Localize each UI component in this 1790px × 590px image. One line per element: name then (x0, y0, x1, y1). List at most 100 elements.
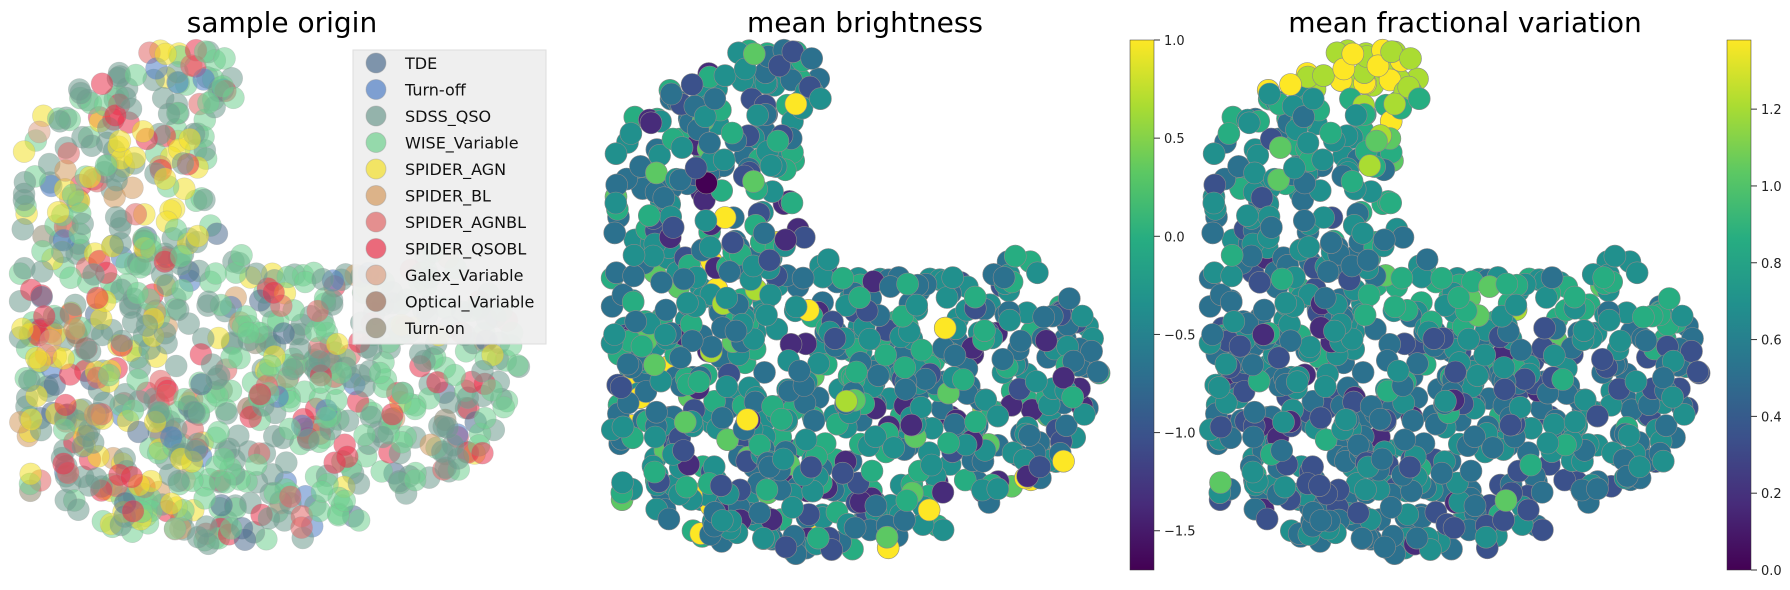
scatter-point (973, 319, 996, 342)
scatter-point (1201, 323, 1224, 346)
scatter-point (896, 272, 919, 296)
scatter-point (1474, 525, 1498, 549)
scatter-point (333, 489, 357, 513)
scatter-point (1308, 474, 1331, 497)
scatter-point (709, 474, 733, 497)
scatter-point (167, 469, 190, 493)
scatter-point (104, 104, 127, 127)
scatter-point (11, 218, 35, 241)
scatter-point (24, 346, 48, 370)
scatter-point (1442, 516, 1466, 540)
scatter-point (297, 428, 320, 452)
scatter-point (1657, 287, 1681, 310)
scatter-point (637, 204, 661, 227)
scatter-point (121, 399, 145, 422)
scatter-point (641, 244, 665, 268)
scatter-point (1270, 439, 1293, 462)
scatter-point (50, 240, 74, 264)
scatter-point (963, 285, 987, 309)
scatter-point (1061, 385, 1084, 409)
scatter-point (933, 316, 957, 340)
scatter-point (1603, 244, 1627, 268)
scatter-point (1379, 496, 1403, 519)
scatter-point (52, 347, 75, 370)
scatter-point (848, 286, 872, 309)
scatter-point (78, 340, 102, 363)
colorbar-gradient (1726, 39, 1752, 571)
scatter-point (774, 228, 797, 252)
scatter-point (1347, 501, 1370, 525)
scatter-point (893, 508, 916, 532)
scatter-point (222, 86, 245, 110)
scatter-point (931, 518, 955, 542)
scatter-point (80, 134, 103, 157)
scatter-point (698, 235, 722, 259)
scatter-point (1430, 461, 1453, 485)
scatter-point (262, 281, 285, 305)
scatter-point (1654, 414, 1678, 437)
scatter-point (153, 167, 177, 191)
scatter-point (193, 188, 216, 212)
scatter-point (864, 494, 888, 518)
scatter-point (718, 260, 741, 284)
scatter-point (1252, 298, 1276, 322)
scatter-point (245, 262, 268, 286)
scatter-point (248, 382, 272, 406)
scatter-point (281, 357, 305, 381)
scatter-point (657, 507, 681, 531)
scatter-point (802, 409, 826, 433)
legend-entry: SPIDER_QSOBL (405, 240, 526, 260)
scatter-point (672, 267, 696, 291)
scatter-point (310, 480, 334, 503)
scatter-point (622, 264, 645, 288)
scatter-point (784, 92, 808, 116)
scatter-point (1652, 449, 1675, 473)
scatter-point (1373, 228, 1396, 252)
scatter-point (943, 344, 967, 367)
scatter-point (998, 308, 1022, 332)
scatter-point (710, 509, 734, 532)
scatter-point (1243, 400, 1266, 424)
scatter-point (1217, 122, 1241, 145)
scatter-point (63, 293, 87, 317)
scatter-point (1286, 370, 1309, 394)
scatter-point (171, 152, 195, 175)
scatter-point (676, 291, 699, 315)
scatter-point (1351, 361, 1375, 384)
scatter-point (1071, 304, 1094, 328)
scatter-point (1309, 509, 1333, 532)
scatter-point (200, 353, 224, 376)
scatter-point (1686, 360, 1709, 384)
scatter-point (446, 447, 470, 470)
scatter-point (713, 206, 737, 229)
scatter-point (823, 327, 847, 350)
scatter-point (794, 428, 818, 452)
scatter-point (1319, 121, 1342, 145)
scatter-point (1237, 111, 1261, 135)
scatter-point (1220, 244, 1244, 267)
scatter-point (1680, 339, 1703, 363)
scatter-point (1383, 92, 1406, 116)
scatter-point (1201, 221, 1224, 245)
scatter-point (643, 425, 667, 449)
scatter-point (1652, 366, 1675, 390)
scatter-point (1662, 349, 1685, 373)
scatter-point (19, 408, 43, 431)
colorbar-mean-fractional-variation: 1.2 1.0 0.8 0.6 0.4 0.2 0.0 (1726, 39, 1782, 579)
scatter-point (654, 298, 678, 322)
scatter-point (809, 87, 832, 110)
scatter-point (604, 142, 628, 165)
scatter-point (713, 64, 737, 87)
legend-marker (365, 211, 387, 233)
scatter-point (1220, 264, 1243, 288)
colorbar-tick-label: 1.0 (1164, 34, 1185, 49)
scatter-point (368, 361, 392, 385)
scatter-point (693, 105, 717, 128)
scatter-point (1350, 526, 1374, 550)
scatter-point (1625, 261, 1649, 285)
scatter-point (205, 222, 229, 245)
colorbar-tick-label: 1.0 (1761, 180, 1782, 195)
scatter-point (1209, 415, 1233, 439)
colorbar-tick-label: 0.8 (1761, 257, 1782, 272)
scatter-point (604, 191, 628, 215)
